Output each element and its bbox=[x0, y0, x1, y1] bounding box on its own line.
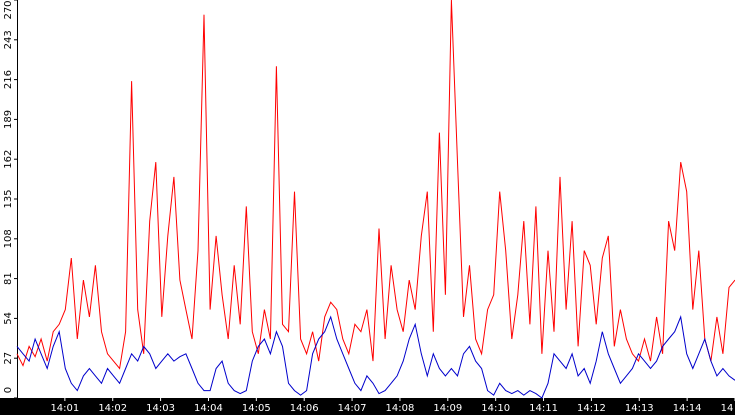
y-tick-label: 216 bbox=[3, 70, 14, 89]
x-tick-label: 14:13 bbox=[625, 403, 654, 414]
x-tick-label: 14:02 bbox=[98, 403, 127, 414]
y-tick-label: 108 bbox=[3, 229, 14, 248]
x-tick-label: 14:12 bbox=[577, 403, 606, 414]
x-tick-label: 14:11 bbox=[529, 403, 558, 414]
series-line bbox=[16, 0, 735, 370]
x-axis-band bbox=[0, 398, 735, 415]
y-tick-label: 0 bbox=[3, 387, 14, 393]
x-tick-label: 14:01 bbox=[50, 403, 79, 414]
x-tick-label: 14 bbox=[721, 403, 734, 414]
x-tick-label: 14:07 bbox=[338, 403, 367, 414]
y-tick-label: 189 bbox=[3, 110, 14, 129]
y-tick-label: 27 bbox=[3, 352, 14, 365]
x-tick-label: 14:03 bbox=[146, 403, 175, 414]
x-tick-label: 14:05 bbox=[242, 403, 271, 414]
x-tick-label: 14:10 bbox=[481, 403, 510, 414]
x-tick-label: 14:04 bbox=[194, 403, 223, 414]
x-tick-label: 14:14 bbox=[673, 403, 702, 414]
y-tick-label: 81 bbox=[3, 272, 14, 285]
series-line bbox=[16, 315, 735, 399]
x-tick-label: 14:08 bbox=[386, 403, 415, 414]
y-tick-label: 162 bbox=[3, 150, 14, 169]
y-tick-label: 243 bbox=[3, 30, 14, 49]
y-tick-label: 54 bbox=[3, 312, 14, 325]
y-tick-label: 270 bbox=[3, 0, 14, 19]
y-tick-label: 135 bbox=[3, 189, 14, 208]
x-tick-label: 14:06 bbox=[290, 403, 319, 414]
x-tick-label: 14:09 bbox=[433, 403, 462, 414]
